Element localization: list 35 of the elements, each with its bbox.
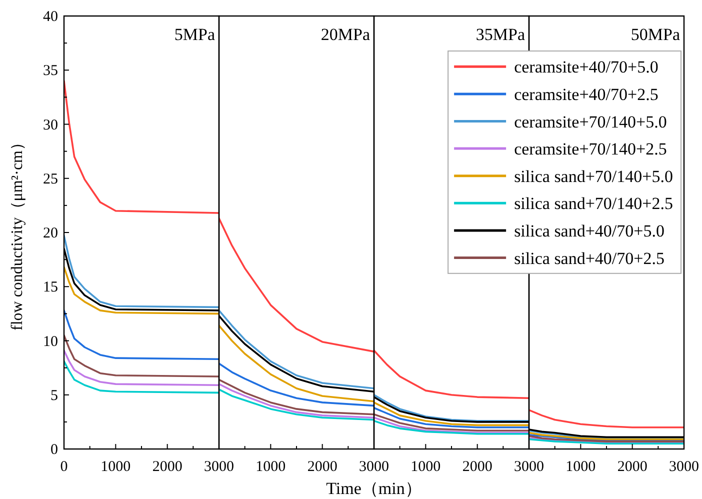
y-tick-label: 15 [43,280,58,296]
x-tick-label: 3000 [514,459,544,475]
y-axis-title: flow conductivity（μm²·cm） [9,134,26,331]
x-tick-label: 2000 [462,459,492,475]
legend-label: ceramsite+70/140+5.0 [514,112,667,132]
legend-label: silica sand+40/70+5.0 [514,221,664,240]
x-tick-label: 2000 [307,459,338,475]
x-tick-label: 1000 [100,459,131,475]
x-tick-label: 1000 [566,459,596,475]
x-tick-label: 1000 [410,459,441,475]
annotation: 35MPa [476,25,526,44]
y-tick-label: 30 [43,117,58,134]
y-tick-label: 10 [43,334,58,350]
annotation: 50MPa [630,25,680,44]
x-tick-label: 2000 [617,459,648,475]
y-tick-label: 5 [50,388,58,404]
x-tick-label: 3000 [204,459,234,475]
legend-label: ceramsite+70/140+2.5 [514,140,667,159]
y-tick-label: 20 [43,226,58,242]
x-tick-label: 2000 [152,459,182,475]
legend-label: ceramsite+40/70+2.5 [514,84,658,104]
legend-label: silica sand+40/70+2.5 [514,248,664,268]
annotation: 20MPa [320,25,370,44]
y-tick-label: 35 [43,63,58,80]
y-tick-label: 40 [43,9,58,25]
y-tick-label: 0 [50,442,58,458]
x-tick-label: 1000 [256,459,286,475]
legend-label: ceramsite+40/70+5.0 [514,58,658,77]
legend-label: silica sand+70/140+5.0 [514,166,673,186]
annotation: 5MPa [174,25,216,44]
x-tick-label: 3000 [669,459,699,475]
y-tick-label: 25 [43,171,58,188]
legend-label: silica sand+70/140+2.5 [514,194,673,214]
x-tick-label: 3000 [359,459,389,475]
x-axis-title: Time（min） [326,479,422,498]
